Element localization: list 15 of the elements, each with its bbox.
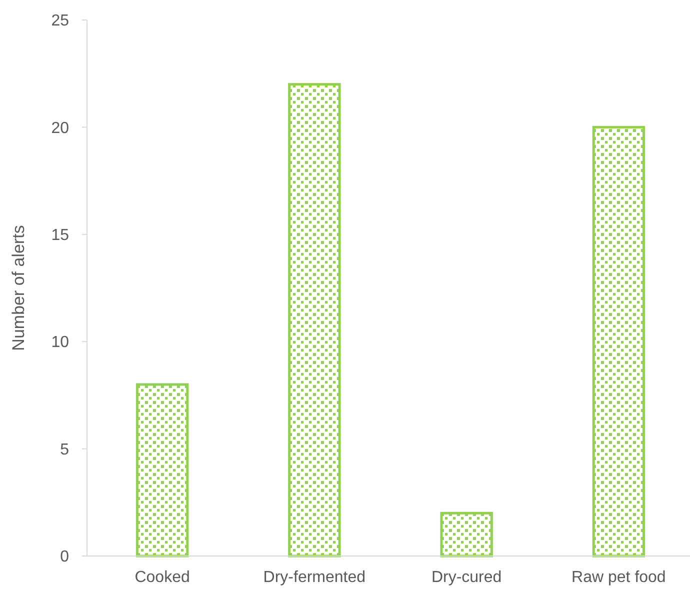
y-tick-label: 0 bbox=[60, 548, 70, 566]
bar bbox=[440, 512, 493, 558]
y-tick-label: 20 bbox=[51, 120, 70, 137]
x-tick-label: Dry-fermented bbox=[263, 569, 366, 586]
x-tick-label: Cooked bbox=[134, 569, 190, 586]
y-tick-label: 5 bbox=[60, 441, 70, 458]
x-tick-label: Raw pet food bbox=[572, 569, 666, 586]
y-axis-title: Number of alerts bbox=[9, 225, 28, 351]
x-tick-label: Dry-cured bbox=[431, 569, 502, 586]
bar bbox=[288, 83, 341, 558]
bar bbox=[136, 383, 189, 558]
bar bbox=[592, 126, 646, 558]
y-tick-label: 15 bbox=[51, 227, 70, 244]
y-tick-label: 25 bbox=[51, 12, 70, 30]
y-tick-label: 10 bbox=[51, 334, 70, 352]
